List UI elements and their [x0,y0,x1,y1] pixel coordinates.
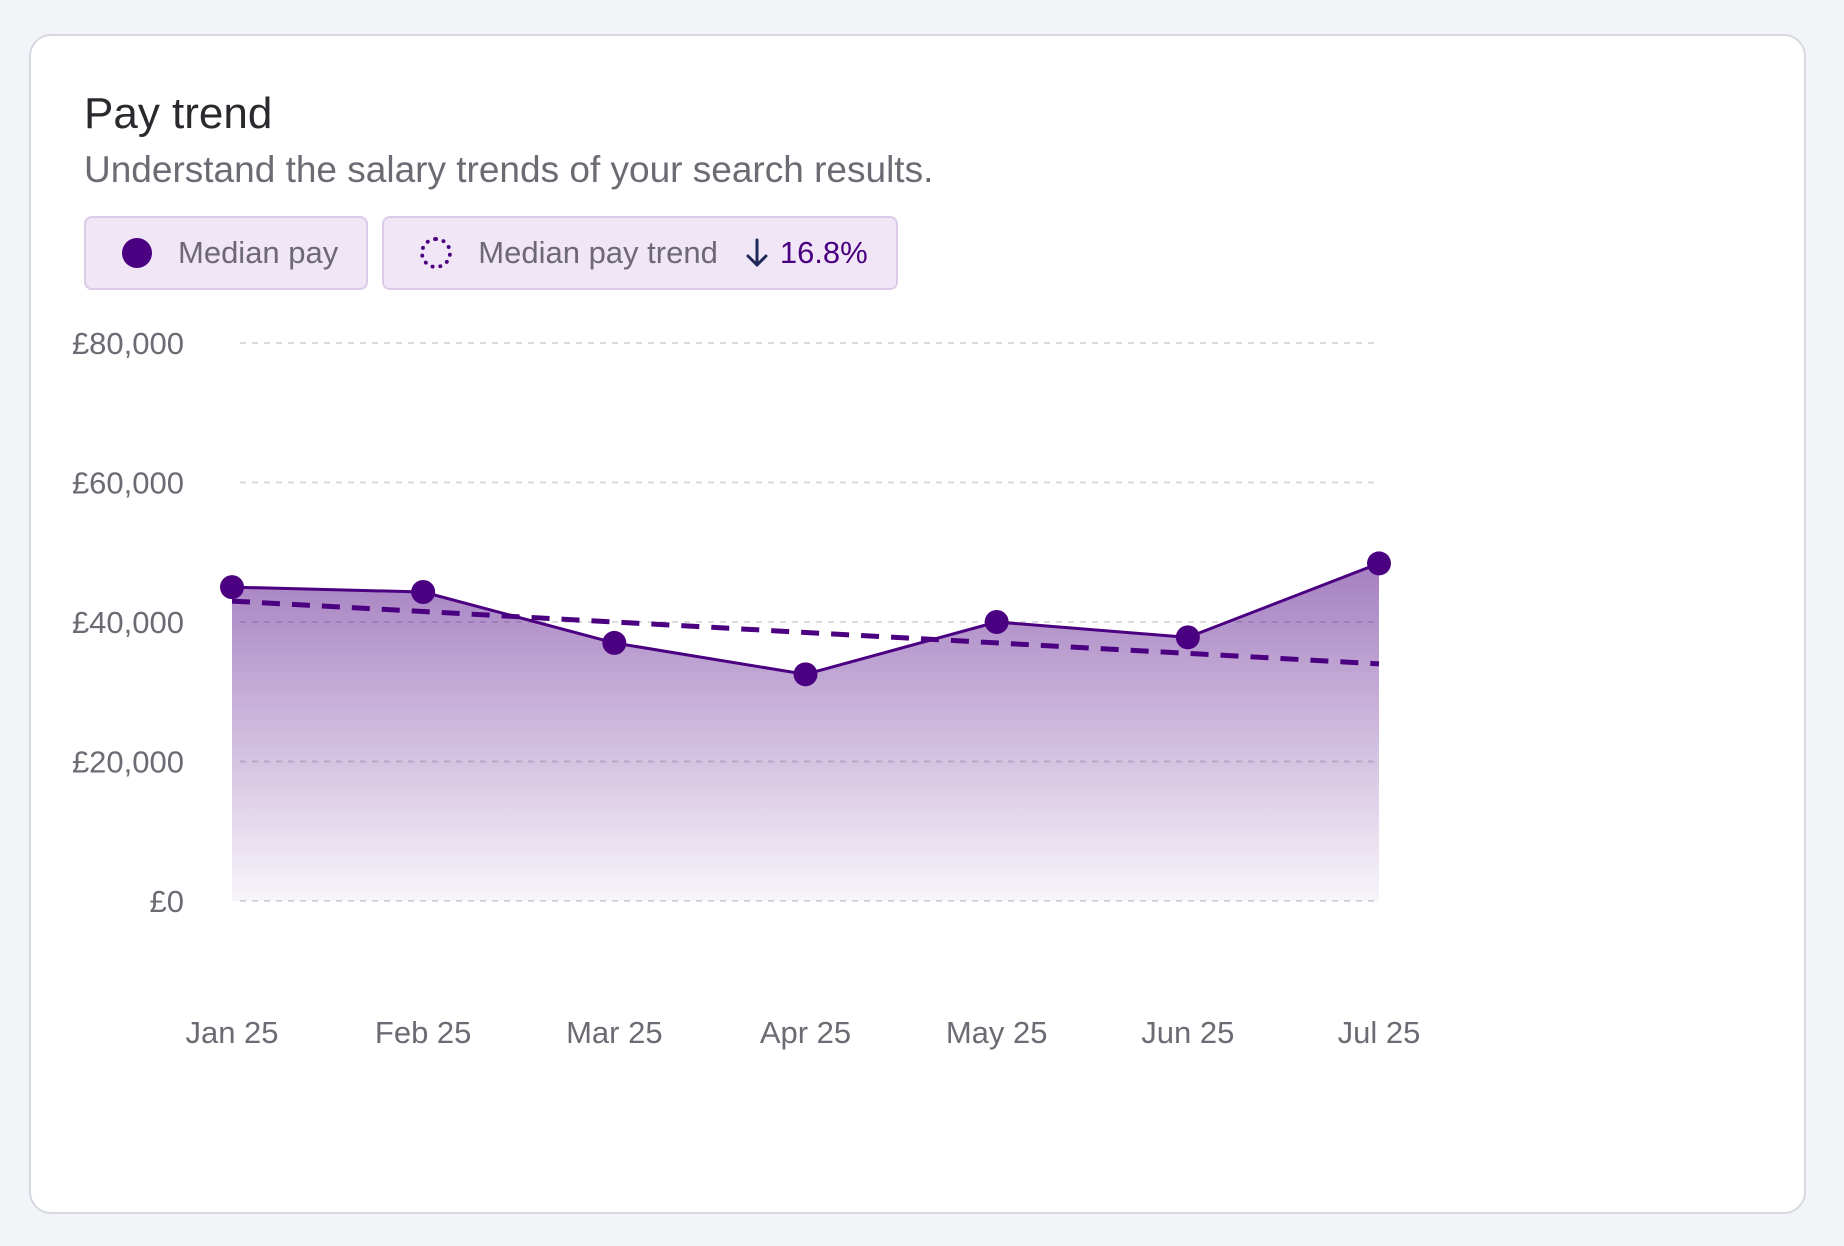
x-tick-label: Feb 25 [375,1015,472,1050]
y-tick-label: £0 [150,884,184,919]
x-tick-label: Jul 25 [1338,1015,1421,1050]
trend-change-value: 16.8% [779,235,868,270]
legend-median-pay-label: Median pay [178,235,339,270]
x-tick-label: Apr 25 [760,1015,851,1050]
legend-trend-label: Median pay trend [478,235,718,270]
y-tick-label: £80,000 [72,326,184,361]
legend-median-pay-trend[interactable]: Median pay trend 16.8% [382,216,898,290]
arrow-down-icon [746,238,768,268]
y-tick-label: £20,000 [72,745,184,780]
card-subtitle: Understand the salary trends of your sea… [84,149,934,190]
median-pay-point[interactable] [220,575,244,600]
median-pay-point[interactable] [984,610,1009,634]
median-pay-area [232,563,1379,901]
x-tick-label: Jan 25 [185,1015,278,1050]
x-tick-label: Jun 25 [1141,1015,1234,1050]
card-title: Pay trend [84,89,273,138]
x-tick-label: May 25 [946,1015,1048,1050]
x-tick-label: Mar 25 [566,1015,662,1050]
chart-legend: Median pay Median pay trend 16.8% [84,216,898,290]
y-tick-label: £60,000 [72,466,184,501]
solid-dot-icon [122,238,152,268]
median-pay-point[interactable] [411,580,436,605]
median-pay-trend-line [231,598,1380,667]
median-pay-point[interactable] [1175,625,1200,650]
median-pay-point[interactable] [602,630,627,655]
median-pay-point[interactable] [793,662,818,687]
pay-trend-chart: £0 £20,000 £40,000 £60,000 £80,000 Jan 25 Feb… [72,326,1421,1050]
dashed-circle-icon [420,237,453,269]
y-tick-label: £40,000 [72,605,184,640]
median-pay-point[interactable] [1367,551,1391,576]
legend-median-pay[interactable]: Median pay [84,216,369,290]
pay-trend-card: Pay trend Understand the salary trends o… [29,34,1806,1214]
